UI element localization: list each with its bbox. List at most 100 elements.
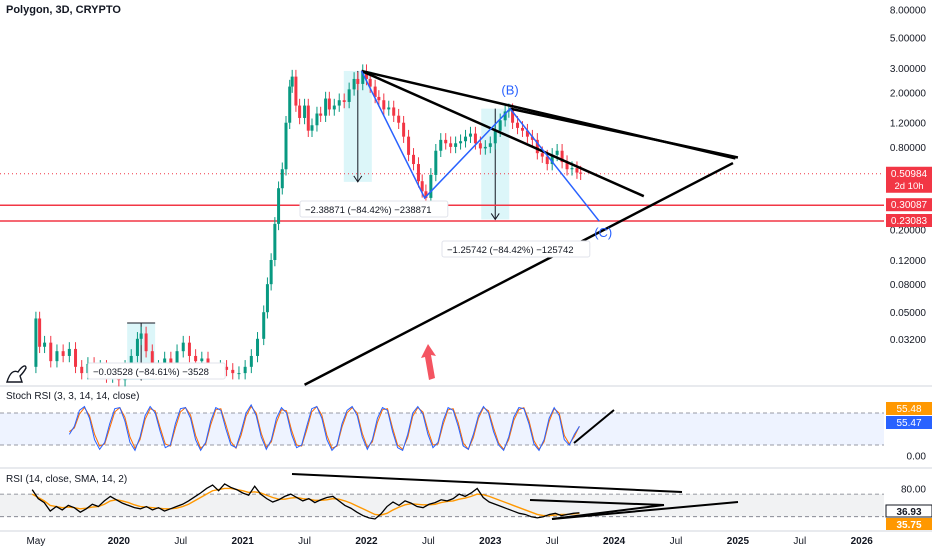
candle-body [392,107,396,116]
candle-body [434,150,438,175]
candle-body [284,122,288,170]
time-tick-label: Jul [422,536,435,547]
candle-body [402,122,406,137]
price-tag-countdown: 2d 10h [894,181,923,192]
trendline [361,69,645,198]
price-tag [886,213,932,227]
wave-label: (C) [594,225,612,240]
candle-body [324,98,328,116]
candle-body [498,120,502,131]
stoch-tick-label: 0.00 [907,452,927,463]
candle-body [342,100,346,102]
candle-body [43,342,47,347]
rsi-tick-label: 80.00 [901,484,926,495]
candle-body [575,168,579,173]
candle-body [488,143,492,147]
rsi-trendline [551,501,739,520]
price-tag-value: 0.50984 [891,169,928,180]
time-tick-label: 2024 [603,536,626,547]
candle-body [429,174,433,198]
candle-body [368,78,372,87]
rsi-trendline [551,504,665,520]
candle-body [74,348,78,367]
price-tag [886,166,932,193]
measure-label-box [299,200,449,218]
candle-body [493,130,497,144]
candle-body [464,136,468,142]
measure-arrowhead [490,213,500,221]
candle-body [61,351,65,356]
candle-body [150,351,154,374]
candle-body [280,169,284,189]
candle-body [310,125,314,131]
up-arrow-icon [421,344,436,380]
stoch-value-text: 55.47 [896,418,921,429]
candle-body [231,369,235,374]
candle-body [555,150,559,155]
candle-body [34,318,38,367]
candle-body [416,164,420,182]
candle-body [277,188,281,224]
candle-body [570,168,574,170]
candle-body [373,86,377,97]
candle-body [225,366,229,370]
candle-body [550,154,554,165]
candle-body [200,358,204,362]
candle-body [262,312,266,339]
stoch-k-line [68,403,580,452]
time-tick-label: Jul [546,536,559,547]
candle-body [525,130,529,137]
candle-body [144,333,148,352]
candle-body [269,260,273,285]
rsi-trendline [291,473,683,493]
candle-body [306,105,310,131]
price-tick-label: 5.00000 [890,34,927,45]
measure-arrowhead [353,175,363,183]
time-tick-label: 2025 [727,536,750,547]
candle-body [468,133,472,137]
time-tick-label: May [26,536,45,547]
candle-body [565,162,569,170]
candle-body [298,105,302,118]
candle-body [327,98,331,110]
candle-body [38,318,42,347]
candle-body [273,223,277,261]
candle-body [420,181,424,192]
price-tick-label: 0.80000 [890,143,927,154]
price-tag [886,198,932,212]
time-tick-label: 2021 [232,536,255,547]
measure-label: −1.25742 (−84.42%) −125742 [447,245,574,256]
candle-body [535,139,539,154]
candle-body [520,127,524,131]
candle-body [579,172,583,174]
candle-body [319,113,323,116]
candle-body [337,100,341,106]
price-tick-label: 2.00000 [890,88,927,99]
candle-body [483,146,487,149]
candle-body [407,136,411,155]
candle-body [67,348,71,356]
price-tick-label: 0.05000 [890,308,927,319]
stoch-d-line [69,405,580,451]
candle-body [347,89,351,102]
candle-body [382,100,386,110]
candle-body [294,76,298,106]
price-tick-label: 0.03200 [890,335,927,346]
candle-body [478,143,482,149]
candle-body [249,355,253,367]
time-tick-label: Jul [670,536,683,547]
wave-label: (B) [501,83,518,98]
rsi-label: RSI (14, close, SMA, 14, 2) [6,474,128,485]
measure-label: −0.03528 (−84.61%) −3528 [93,367,209,378]
rsi-trendline [529,499,665,506]
time-tick-label: Jul [793,536,806,547]
candle-body [135,338,139,356]
candle-body [187,342,191,356]
candle-body [243,366,247,374]
candle-body [511,110,515,123]
rsi-value-tag [885,504,932,518]
candle-body [139,333,143,339]
tradingview-dino-icon [6,365,27,383]
wave-path [360,70,600,222]
